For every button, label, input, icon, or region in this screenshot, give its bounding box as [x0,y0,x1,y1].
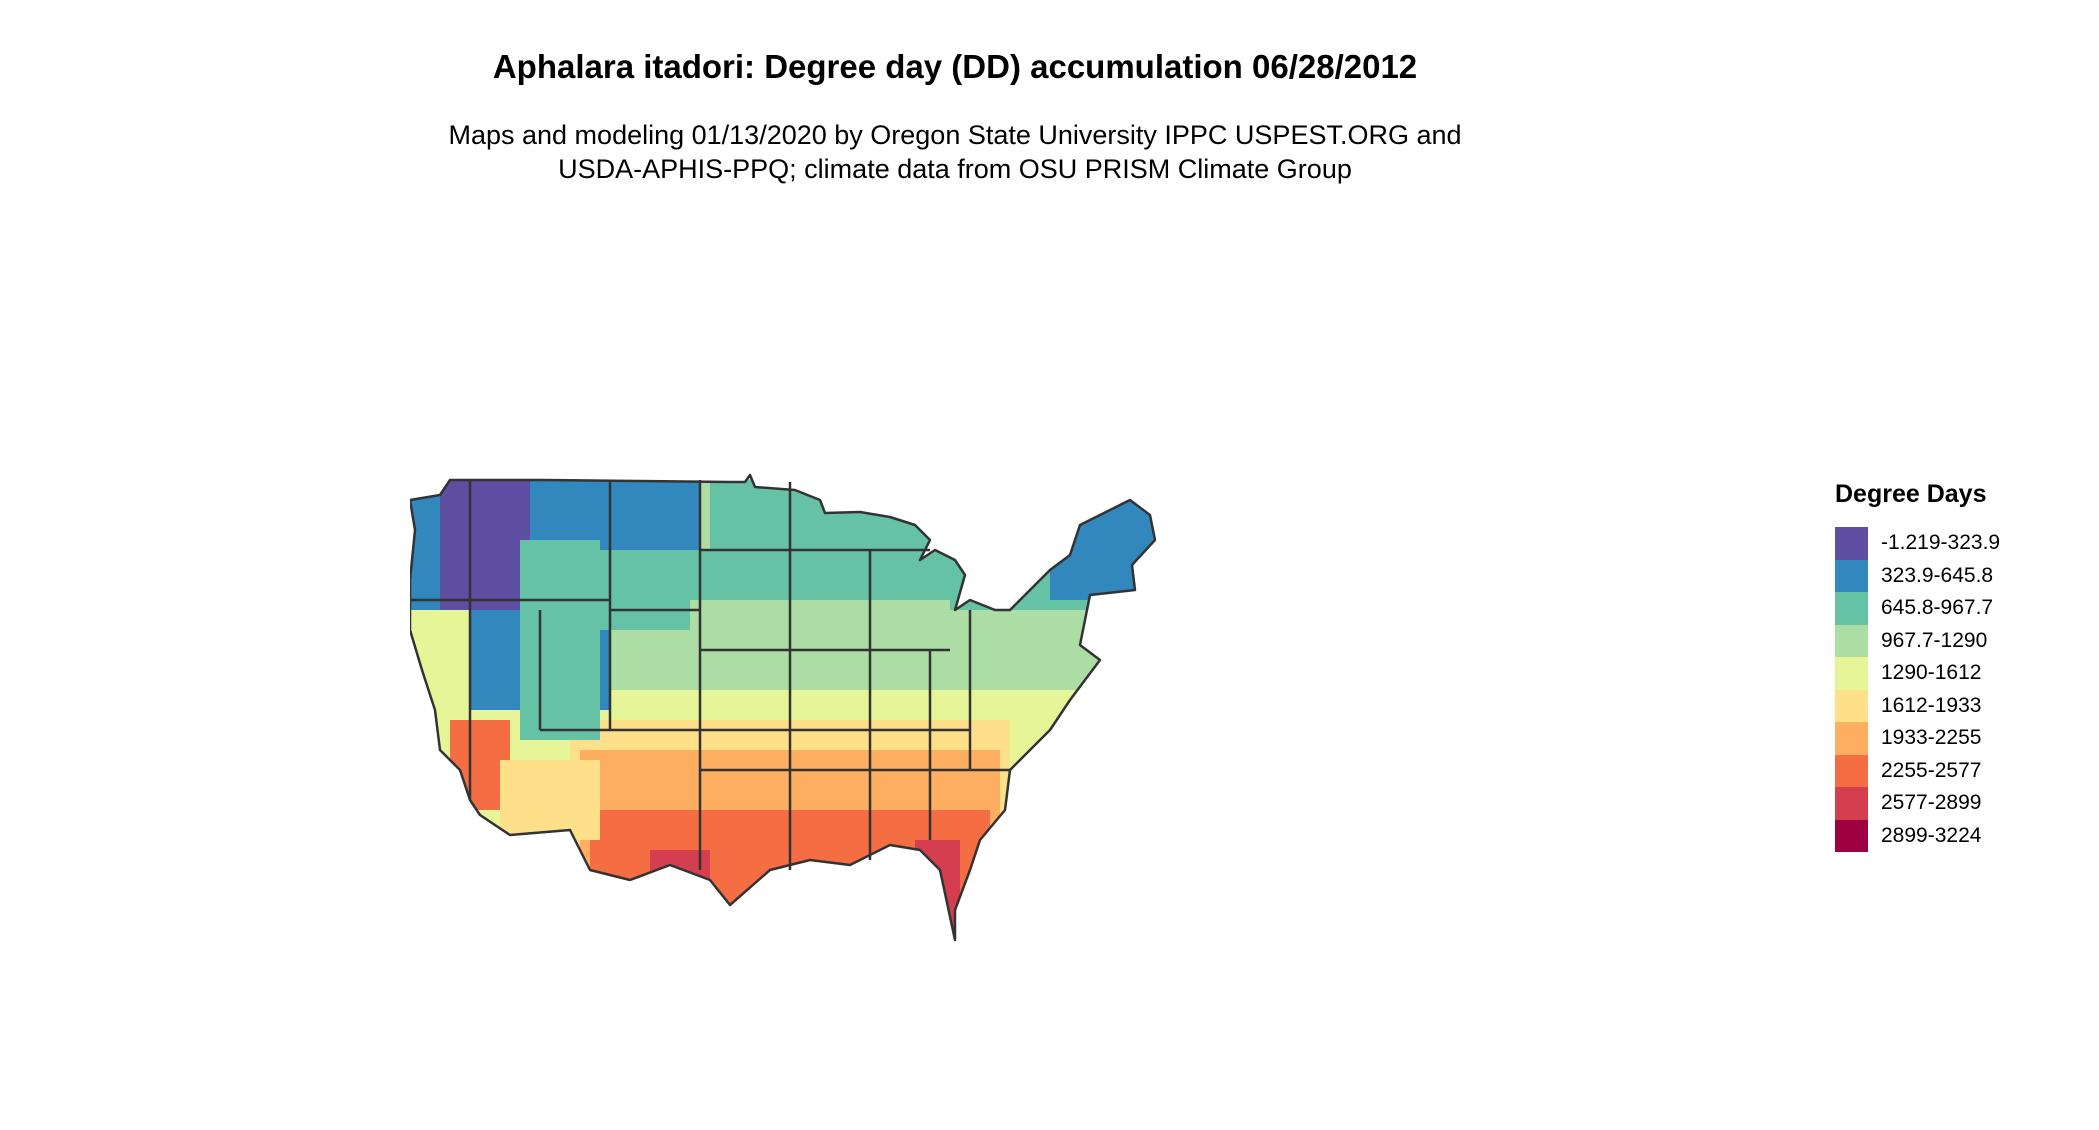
legend-item: 1933-2255 [1835,722,2000,755]
legend-item: -1.219-323.9 [1835,527,2000,560]
subtitle-line-2: USDA-APHIS-PPQ; climate data from OSU PR… [558,154,1352,184]
legend-item: 2899-3224 [1835,819,2000,852]
legend-label: 323.9-645.8 [1881,563,1994,587]
legend-swatch [1835,819,1868,852]
legend-item: 2577-2899 [1835,787,2000,820]
legend-swatch [1835,592,1868,625]
legend-item: 967.7-1290 [1835,624,2000,657]
state-borders [410,473,1157,942]
us-degree-day-map [410,470,1520,1130]
legend-swatch [1835,657,1868,690]
legend-label: 1933-2255 [1881,726,1982,750]
legend-label: 2255-2577 [1881,758,1982,782]
map-svg [410,473,1157,942]
legend-label: 2899-3224 [1881,823,1982,847]
legend-label: 2577-2899 [1881,791,1982,815]
map-subtitle: Maps and modeling 01/13/2020 by Oregon S… [0,118,1910,186]
legend-swatch [1835,754,1868,787]
legend-label: 1290-1612 [1881,661,1982,685]
legend-title: Degree Days [1835,480,1987,508]
legend-swatch [1835,722,1868,755]
subtitle-line-1: Maps and modeling 01/13/2020 by Oregon S… [448,120,1462,150]
legend-item: 323.9-645.8 [1835,559,2000,592]
legend-swatch [1835,787,1868,820]
legend: Degree Days -1.219-323.9 323.9-645.8 645… [1835,480,2000,852]
legend-swatch [1835,559,1868,592]
legend-label: 967.7-1290 [1881,628,1988,652]
map-color-fill [410,475,1155,940]
legend-items: -1.219-323.9 323.9-645.8 645.8-967.7 967… [1835,527,2000,852]
legend-label: 1612-1933 [1881,693,1982,717]
legend-swatch [1835,527,1868,560]
legend-item: 1612-1933 [1835,689,2000,722]
legend-item: 645.8-967.7 [1835,592,2000,625]
legend-label: 645.8-967.7 [1881,596,1994,620]
legend-swatch [1835,689,1868,722]
legend-item: 1290-1612 [1835,657,2000,690]
legend-swatch [1835,624,1868,657]
map-title: Aphalara itadori: Degree day (DD) accumu… [492,48,1418,85]
legend-label: -1.219-323.9 [1881,531,2001,555]
legend-item: 2255-2577 [1835,754,2000,787]
